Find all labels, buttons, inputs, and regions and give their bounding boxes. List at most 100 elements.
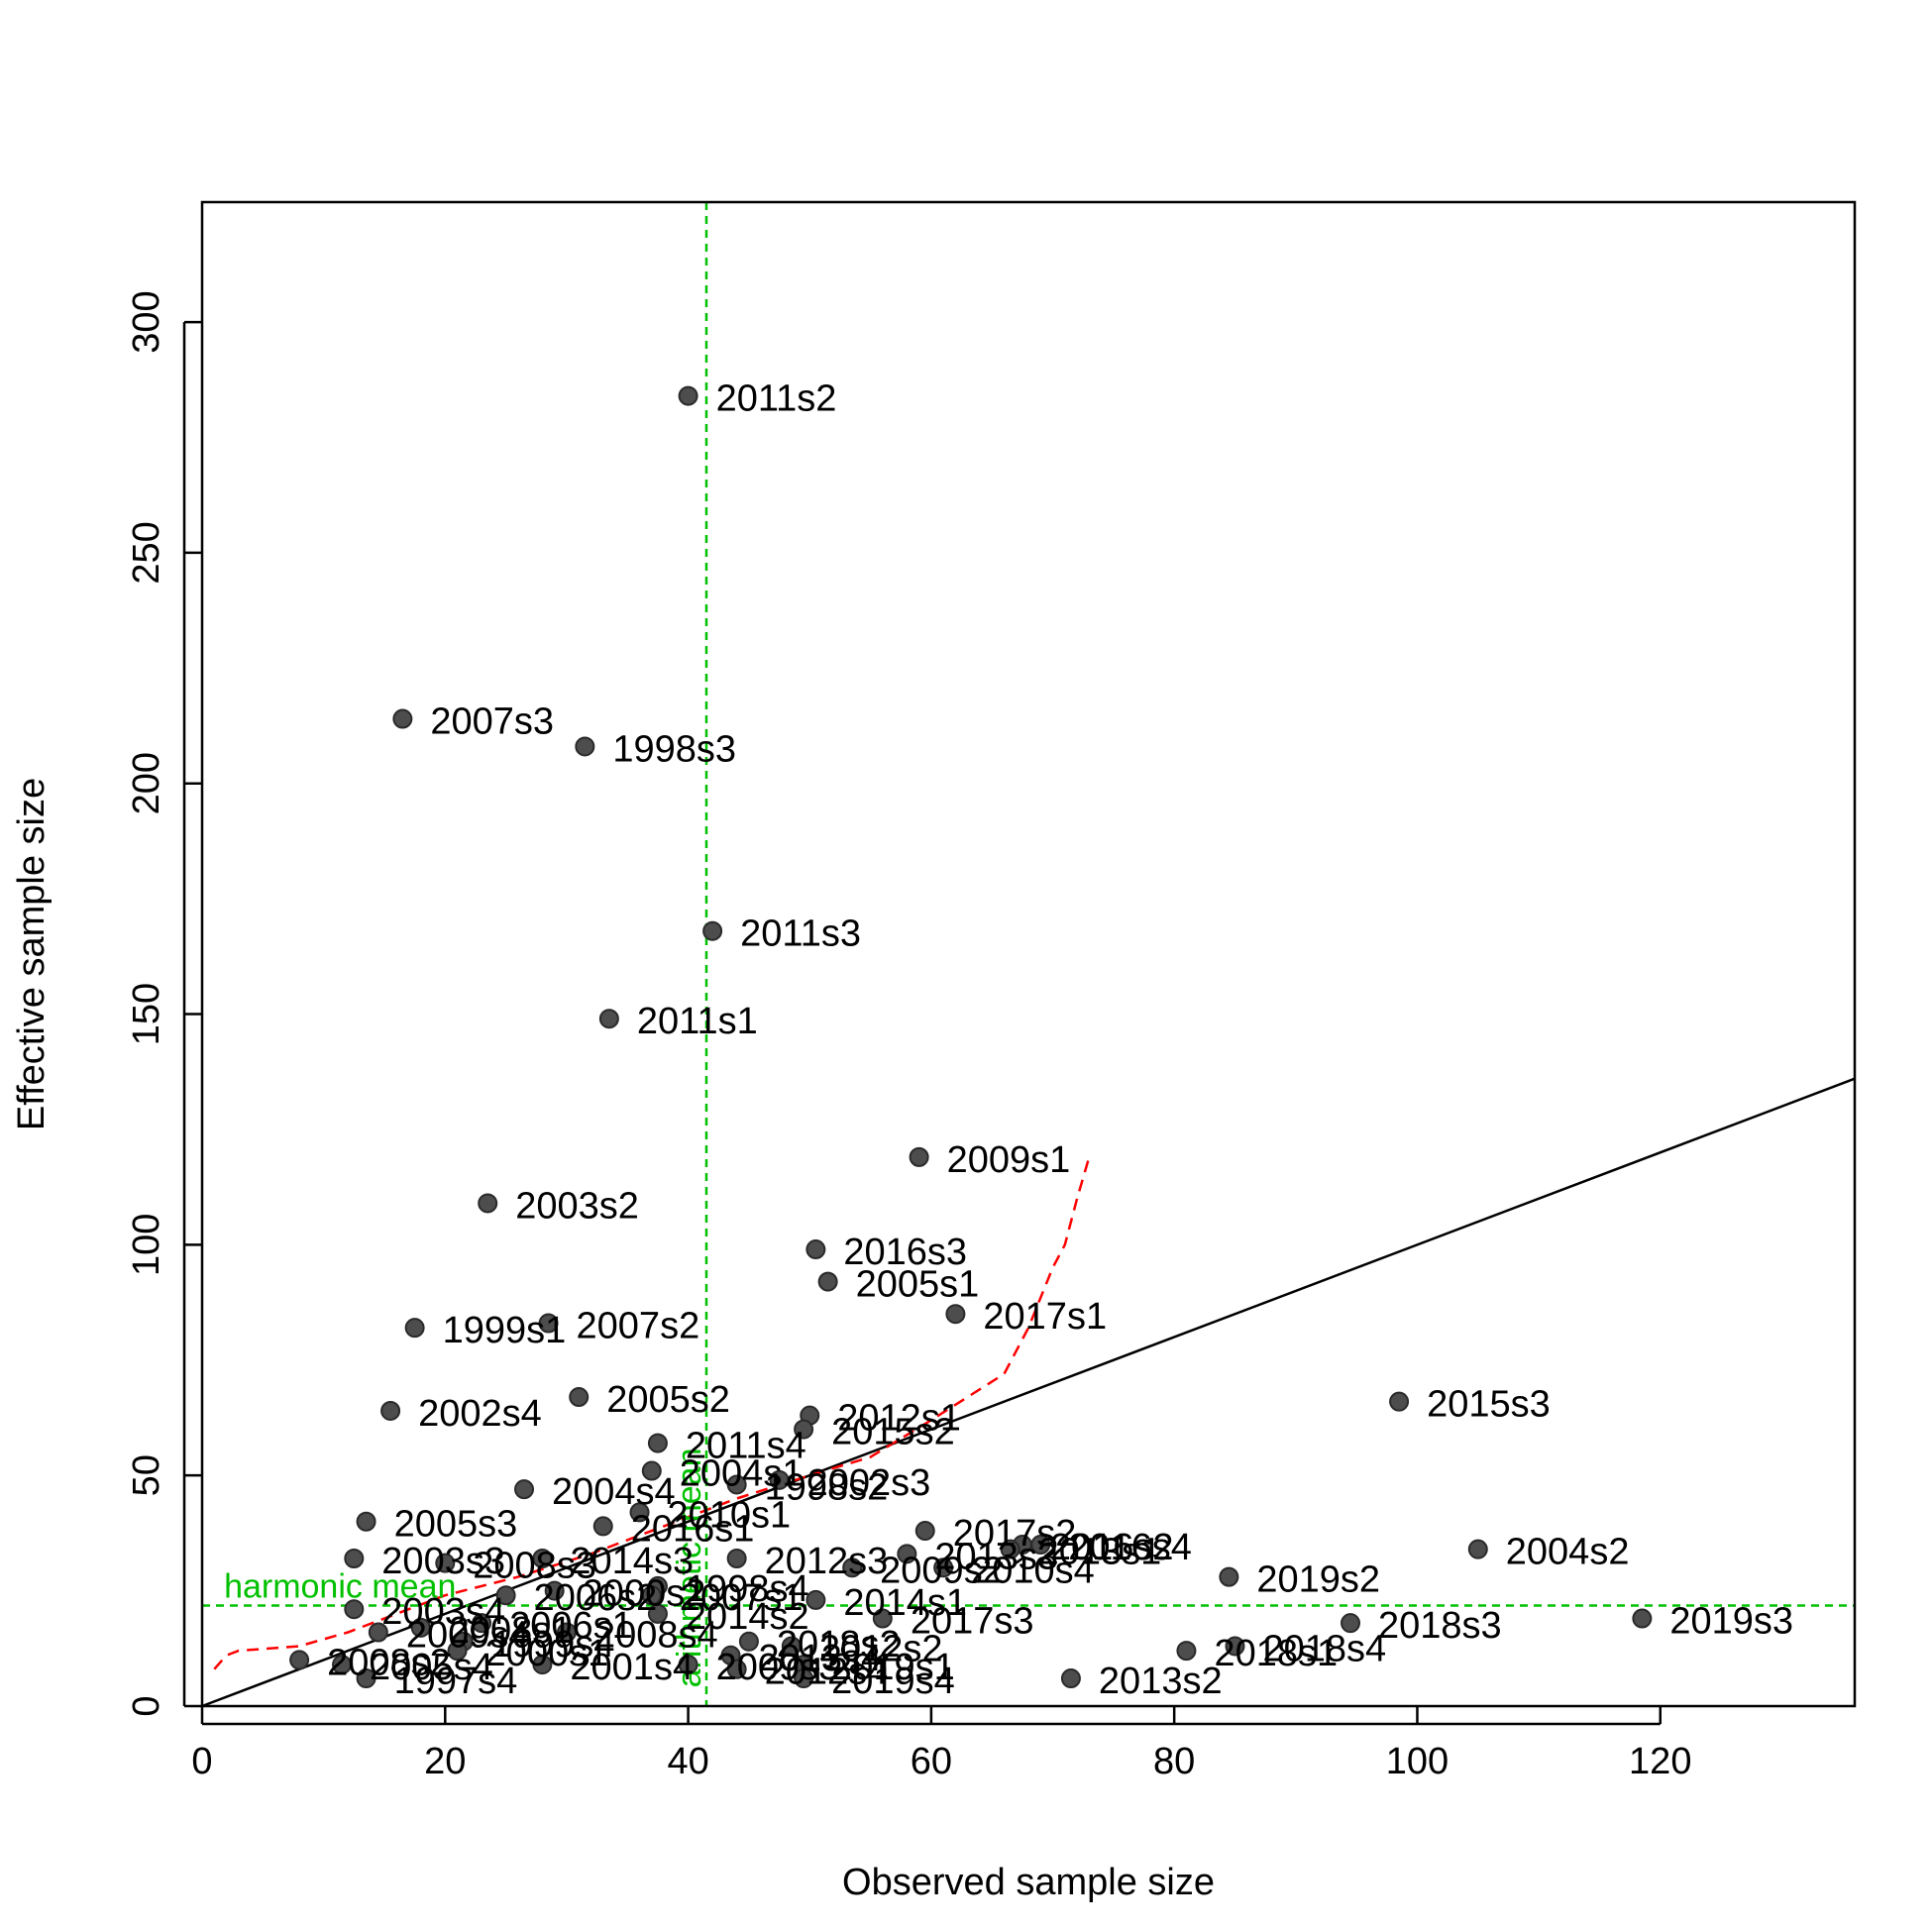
- data-point: [392, 708, 413, 729]
- point-label: 2018s4: [1263, 1628, 1387, 1669]
- data-point: [569, 1387, 590, 1408]
- data-point: [726, 1474, 747, 1495]
- point-label: 2010s1: [668, 1494, 792, 1536]
- data-point: [1060, 1668, 1081, 1689]
- data-point: [544, 1580, 565, 1601]
- point-label: 2010s4: [971, 1550, 1095, 1591]
- plot-frame: [200, 200, 1857, 1708]
- point-label: 2019s1: [831, 1647, 955, 1688]
- point-label: 2019s3: [1669, 1601, 1793, 1643]
- point-label: 2014s1: [843, 1582, 967, 1624]
- data-point: [1341, 1613, 1361, 1634]
- data-point: [410, 1617, 431, 1638]
- data-point: [532, 1548, 553, 1568]
- data-point: [404, 1318, 425, 1339]
- data-point: [945, 1304, 966, 1325]
- point-label: 2013s3: [934, 1536, 1058, 1577]
- point-label: 2003s4: [381, 1591, 505, 1633]
- data-point: [380, 1400, 401, 1421]
- data-point: [641, 1460, 662, 1481]
- point-label: 2013s1: [1038, 1532, 1162, 1573]
- point-label: 2012s1: [837, 1398, 961, 1440]
- data-point: [805, 1589, 826, 1610]
- point-label: 2018s1: [1214, 1633, 1338, 1674]
- data-point: [1030, 1535, 1051, 1556]
- point-label: 2004s4: [552, 1471, 676, 1513]
- point-label: 1998s4: [686, 1568, 809, 1610]
- point-label: 2009s2: [880, 1550, 1004, 1591]
- point-label: 2008s3: [473, 1546, 596, 1587]
- point-label: 2000s1: [485, 1633, 609, 1674]
- point-label: 2012s2: [819, 1628, 943, 1669]
- data-point: [641, 1585, 662, 1606]
- point-label: 2018s2: [777, 1624, 901, 1665]
- point-label: 2009s1: [947, 1139, 1071, 1181]
- point-label: 2019s2: [1256, 1559, 1380, 1601]
- point-label: 2001s4: [570, 1647, 694, 1688]
- point-label: 2005s1: [856, 1264, 980, 1306]
- point-label: 2004s2: [1506, 1532, 1630, 1573]
- point-label: 1999s1: [443, 1310, 567, 1351]
- x-axis-title: Observed sample size: [842, 1862, 1215, 1903]
- point-label: 2004s1: [680, 1453, 804, 1495]
- data-point: [435, 1553, 456, 1573]
- point-label: 2007s1: [680, 1577, 804, 1619]
- y-tick-label: 100: [126, 1214, 167, 1276]
- point-label: 2009s3: [716, 1647, 840, 1688]
- data-point: [726, 1548, 747, 1568]
- data-point: [532, 1655, 553, 1675]
- data-point: [447, 1641, 468, 1662]
- y-tick-label: 200: [126, 752, 167, 814]
- data-point: [726, 1659, 747, 1679]
- point-label: 2016s4: [1068, 1527, 1192, 1568]
- data-point: [356, 1668, 376, 1689]
- reference-lines: arithmetic mean harmonic mean: [201, 202, 1856, 1708]
- point-label: 2015s2: [831, 1412, 955, 1453]
- point-label: 1998s3: [612, 728, 736, 770]
- y-axis: 0 50 100 150 200 250 300: [126, 290, 202, 1717]
- data-point: [592, 1516, 613, 1537]
- data-point: [781, 1636, 802, 1657]
- data-point: [368, 1622, 388, 1643]
- point-label: 2014s3: [570, 1541, 694, 1582]
- y-tick-label: 300: [126, 290, 167, 353]
- data-point: [647, 1603, 668, 1624]
- data-point: [817, 1271, 838, 1292]
- x-tick-label: 60: [911, 1741, 952, 1782]
- point-label: 2011s3: [740, 913, 861, 955]
- point-label: 2011s4: [686, 1426, 806, 1467]
- arithmetic-mean-label: arithmetic mean: [671, 1448, 708, 1687]
- point-label: 2013s2: [1099, 1661, 1223, 1702]
- data-point: [909, 1146, 929, 1167]
- x-tick-label: 0: [191, 1741, 212, 1782]
- point-label: 1999s4: [491, 1624, 615, 1665]
- identity-line: [201, 1077, 1856, 1708]
- point-label: 2008s2: [327, 1642, 451, 1683]
- point-label: 2000s2: [583, 1573, 706, 1615]
- point-label: 2007s3: [430, 701, 554, 743]
- point-label: 1997s4: [394, 1661, 518, 1702]
- x-tick-label: 20: [424, 1741, 466, 1782]
- data-point: [933, 1557, 954, 1578]
- data-point: [629, 1502, 650, 1523]
- data-point: [794, 1419, 814, 1440]
- point-label: 2006s1: [509, 1605, 633, 1647]
- data-point: [678, 1655, 698, 1675]
- data-point: [914, 1521, 935, 1542]
- point-label: 2016s2: [1050, 1527, 1174, 1568]
- data-point: [514, 1479, 535, 1500]
- point-label: 2002s3: [807, 1462, 931, 1504]
- data-point: [1467, 1539, 1488, 1559]
- data-point: [678, 385, 698, 406]
- data-point: [647, 1433, 668, 1453]
- y-tick-label: 150: [126, 983, 167, 1045]
- data-points: [289, 385, 1653, 1689]
- point-label: 2002s4: [418, 1393, 542, 1435]
- point-labels: 2011s2 2007s3 1998s3 2011s3 2011s1 2009s1 2003…: [327, 378, 1793, 1702]
- x-tick-label: 40: [667, 1741, 708, 1782]
- y-tick-label: 250: [126, 521, 167, 584]
- point-label: 2015s3: [1427, 1384, 1551, 1426]
- point-label: 2017s2: [953, 1513, 1077, 1555]
- x-axis: 0 20 40 60 80 100 120: [191, 1706, 1691, 1782]
